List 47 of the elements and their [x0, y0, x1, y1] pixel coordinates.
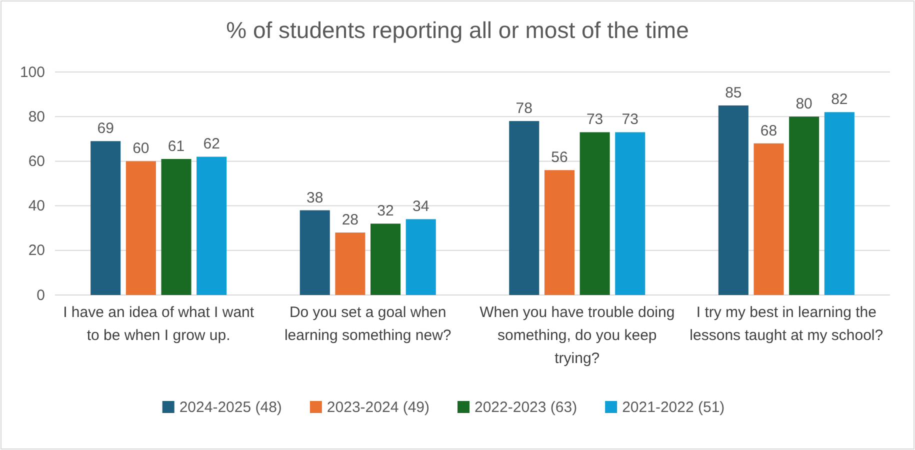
data-label: 56 — [551, 149, 568, 166]
data-label: 28 — [342, 212, 359, 229]
x-tick-label: Do you set a goal when learning something new? — [284, 304, 452, 344]
bar — [544, 170, 574, 295]
x-tick-label: I have an idea of what I want to be when I grow up. — [63, 304, 255, 344]
data-label: 61 — [168, 138, 185, 155]
data-label: 69 — [97, 120, 114, 138]
legend-label: 2023-2024 (49) — [326, 399, 430, 416]
data-label: 73 — [622, 111, 638, 128]
bar — [300, 210, 330, 295]
data-label: 34 — [412, 198, 430, 216]
data-label: 62 — [203, 136, 220, 153]
data-label: 68 — [760, 122, 778, 140]
bar — [509, 121, 540, 295]
data-label: 60 — [132, 140, 150, 158]
bar — [196, 156, 227, 295]
bar — [90, 141, 121, 295]
bar — [580, 132, 610, 295]
y-tick-label: 80 — [28, 108, 45, 126]
bar — [824, 112, 854, 295]
legend-label: 2022-2023 (63) — [474, 399, 578, 416]
data-label: 38 — [306, 189, 324, 206]
bar — [161, 158, 192, 295]
bar — [615, 132, 646, 295]
data-label: 73 — [586, 111, 604, 128]
bar — [126, 161, 156, 295]
y-tick-label: 40 — [28, 198, 45, 215]
x-tick-label: I try my best in learning the lessons taught at my school? — [690, 304, 884, 344]
y-tick-label: 20 — [28, 242, 45, 260]
y-tick-label: 60 — [28, 153, 45, 170]
bar — [335, 232, 366, 295]
y-tick-label: 100 — [20, 64, 45, 81]
data-label: 32 — [377, 202, 394, 220]
data-label: 78 — [516, 100, 532, 118]
bar — [789, 116, 820, 295]
bar — [406, 219, 436, 295]
legend-label: 2021-2022 (51) — [622, 399, 725, 416]
data-label: 80 — [796, 96, 812, 113]
bar — [370, 224, 401, 295]
chart-title: % of students reporting all or most of the time — [226, 17, 689, 43]
data-label: 82 — [831, 91, 848, 108]
y-tick-label: 0 — [36, 286, 45, 304]
bar — [718, 105, 748, 295]
legend-label: 2024-2025 (48) — [179, 399, 282, 416]
x-tick-label: When you have trouble doing something, do you keep trying? — [480, 304, 675, 367]
bar — [754, 143, 784, 295]
data-label: 85 — [725, 84, 742, 102]
